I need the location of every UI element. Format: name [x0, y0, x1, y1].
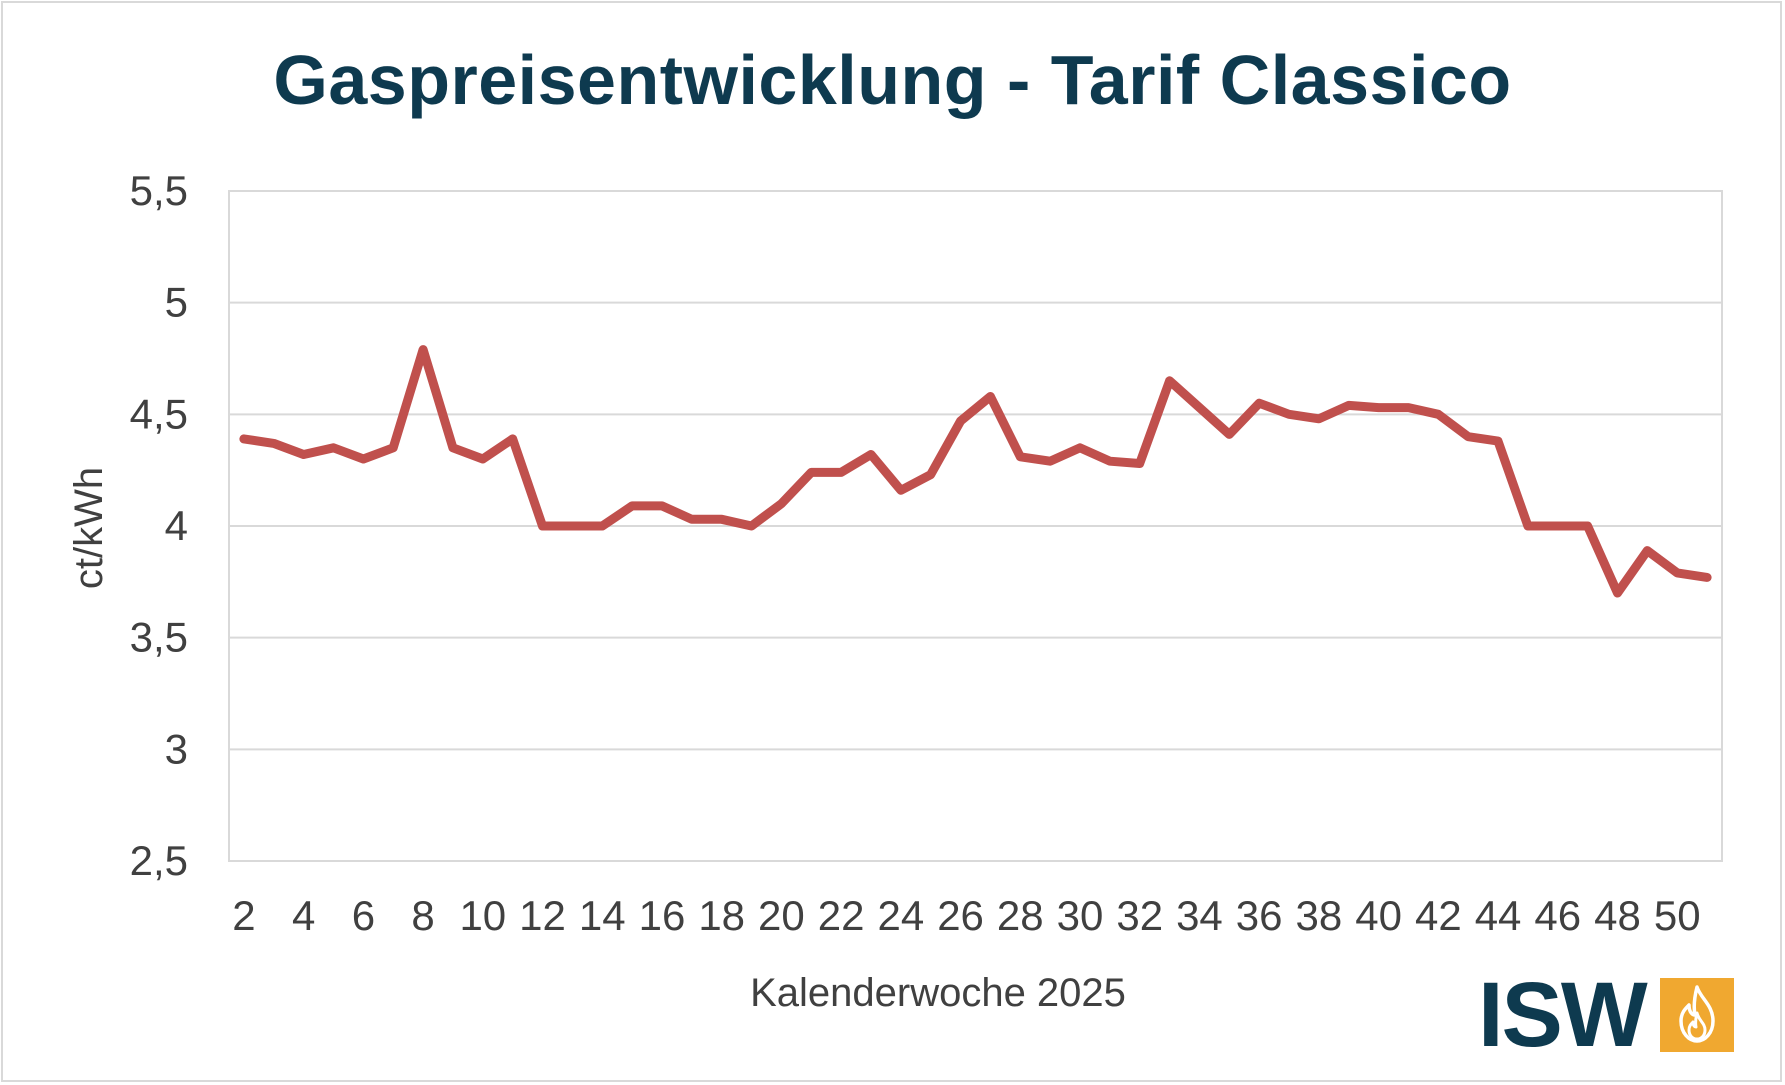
y-tick-label: 3,5: [130, 614, 188, 661]
x-tick-label: 38: [1296, 892, 1343, 939]
y-tick-label: 5,5: [130, 167, 188, 214]
x-tick-label: 4: [292, 892, 315, 939]
x-tick-label: 6: [352, 892, 375, 939]
series-line: [239, 345, 1712, 598]
x-tick-label: 50: [1654, 892, 1701, 939]
y-tick-label: 2,5: [130, 837, 188, 884]
x-tick-label: 18: [698, 892, 745, 939]
y-tick-labels: 5,5 5 4,5 4 3,5 3 2,5: [130, 167, 188, 884]
x-tick-label: 16: [639, 892, 686, 939]
x-tick-label: 46: [1534, 892, 1581, 939]
x-tick-labels: 2 4 6 8 10 12 14 16 18 20 22 24 26 28 30 32 34 36 38 40 42 44…: [232, 892, 1700, 939]
flame-icon: [1659, 978, 1734, 1052]
x-tick-label: 34: [1176, 892, 1223, 939]
x-tick-label: 8: [411, 892, 434, 939]
x-tick-label: 42: [1415, 892, 1462, 939]
x-tick-label: 22: [818, 892, 865, 939]
series-group: [239, 345, 1712, 598]
isw-logo: ISW: [1478, 964, 1734, 1066]
logo-text: ISW: [1478, 964, 1648, 1066]
grid-lines: [228, 190, 1723, 862]
x-tick-label: 10: [459, 892, 506, 939]
x-tick-label: 14: [579, 892, 626, 939]
x-tick-label: 32: [1116, 892, 1163, 939]
x-tick-label: 20: [758, 892, 805, 939]
y-tick-label: 4: [165, 502, 188, 549]
chart-title: Gaspreisentwicklung - Tarif Classico: [273, 41, 1512, 119]
y-axis-label: ct/kWh: [67, 467, 111, 589]
x-tick-label: 28: [997, 892, 1044, 939]
x-tick-label: 48: [1594, 892, 1641, 939]
x-tick-label: 44: [1475, 892, 1522, 939]
x-tick-label: 40: [1355, 892, 1402, 939]
x-tick-label: 12: [519, 892, 566, 939]
x-tick-label: 30: [1057, 892, 1104, 939]
x-tick-label: 2: [232, 892, 255, 939]
x-tick-label: 36: [1236, 892, 1283, 939]
x-tick-label: 24: [877, 892, 924, 939]
x-axis-label: Kalenderwoche 2025: [750, 971, 1126, 1015]
y-tick-label: 4,5: [130, 390, 188, 437]
x-tick-label: 26: [937, 892, 984, 939]
y-tick-label: 5: [165, 279, 188, 326]
y-tick-label: 3: [165, 725, 188, 772]
